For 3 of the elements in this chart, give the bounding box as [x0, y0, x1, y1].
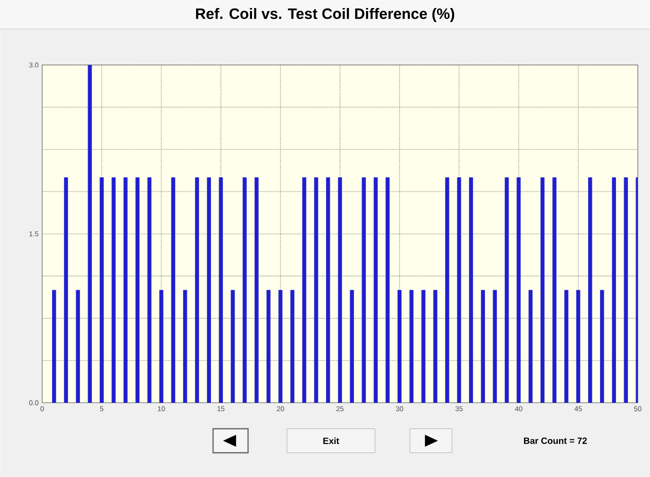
text: Exit [323, 438, 340, 444]
text: Bar Count = 72 [524, 438, 587, 444]
chart-title: Ref. Coil vs. Test Coil Difference (%) [196, 8, 454, 22]
